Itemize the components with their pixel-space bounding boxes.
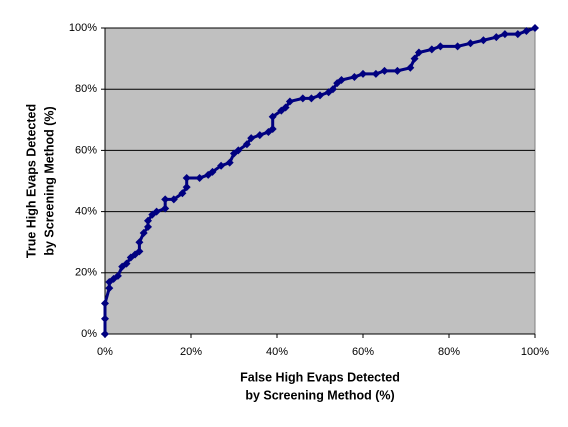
marker: [414, 48, 423, 57]
marker: [298, 94, 307, 103]
marker: [113, 271, 122, 280]
marker: [139, 229, 148, 238]
marker: [101, 314, 109, 323]
marker: [234, 146, 243, 155]
marker: [135, 247, 144, 256]
marker: [268, 124, 277, 133]
y-axis-title: by Screening Method (%): [42, 106, 56, 255]
marker: [281, 103, 290, 112]
marker: [217, 161, 226, 170]
marker: [531, 24, 539, 32]
marker: [436, 42, 445, 51]
marker: [122, 259, 131, 268]
y-tick-label: 60%: [75, 144, 97, 156]
marker: [268, 112, 277, 121]
marker: [328, 85, 337, 94]
marker: [513, 30, 522, 39]
x-axis-title: False High Evaps Detected: [240, 370, 400, 384]
x-tick-label: 100%: [521, 346, 549, 358]
marker: [522, 27, 531, 36]
marker: [255, 131, 264, 140]
marker: [242, 140, 251, 149]
marker: [135, 238, 144, 247]
marker: [161, 195, 170, 204]
y-axis-title: True High Evaps Detected: [24, 104, 38, 258]
marker: [393, 66, 402, 75]
marker: [479, 36, 488, 45]
marker: [466, 39, 475, 48]
x-tick-label: 60%: [352, 346, 374, 358]
y-tick-label: 100%: [69, 22, 97, 34]
marker: [225, 158, 234, 167]
marker: [492, 33, 501, 42]
marker: [247, 134, 256, 143]
marker: [406, 63, 415, 72]
marker: [161, 204, 170, 213]
y-tick-label: 0%: [81, 328, 97, 340]
marker: [316, 91, 324, 100]
marker: [169, 195, 178, 204]
x-tick-label: 0%: [97, 346, 113, 358]
y-tick-label: 80%: [75, 83, 97, 95]
marker: [350, 72, 359, 81]
marker: [359, 69, 367, 78]
marker: [101, 330, 109, 338]
marker: [105, 284, 114, 293]
marker: [182, 183, 191, 192]
marker: [410, 54, 419, 63]
marker: [380, 66, 389, 75]
x-tick-label: 20%: [180, 346, 202, 358]
y-tick-label: 20%: [75, 267, 97, 279]
marker: [307, 94, 316, 103]
x-axis-title: by Screening Method (%): [245, 388, 394, 402]
marker: [500, 30, 509, 39]
marker: [152, 207, 161, 216]
plot-area: [104, 27, 536, 335]
marker: [427, 45, 436, 54]
marker: [101, 299, 109, 308]
marker: [182, 173, 191, 182]
marker: [453, 42, 462, 51]
marker: [178, 189, 187, 198]
y-tick-label: 40%: [75, 206, 97, 218]
x-tick-label: 40%: [266, 346, 288, 358]
marker: [195, 173, 204, 182]
x-tick-label: 80%: [438, 346, 460, 358]
y-axis-title-group: True High Evaps Detected by Screening Me…: [24, 104, 56, 258]
marker: [285, 97, 294, 106]
marker: [144, 216, 152, 225]
marker: [208, 167, 217, 176]
marker: [337, 76, 346, 85]
marker: [371, 69, 380, 78]
marker: [144, 222, 152, 231]
